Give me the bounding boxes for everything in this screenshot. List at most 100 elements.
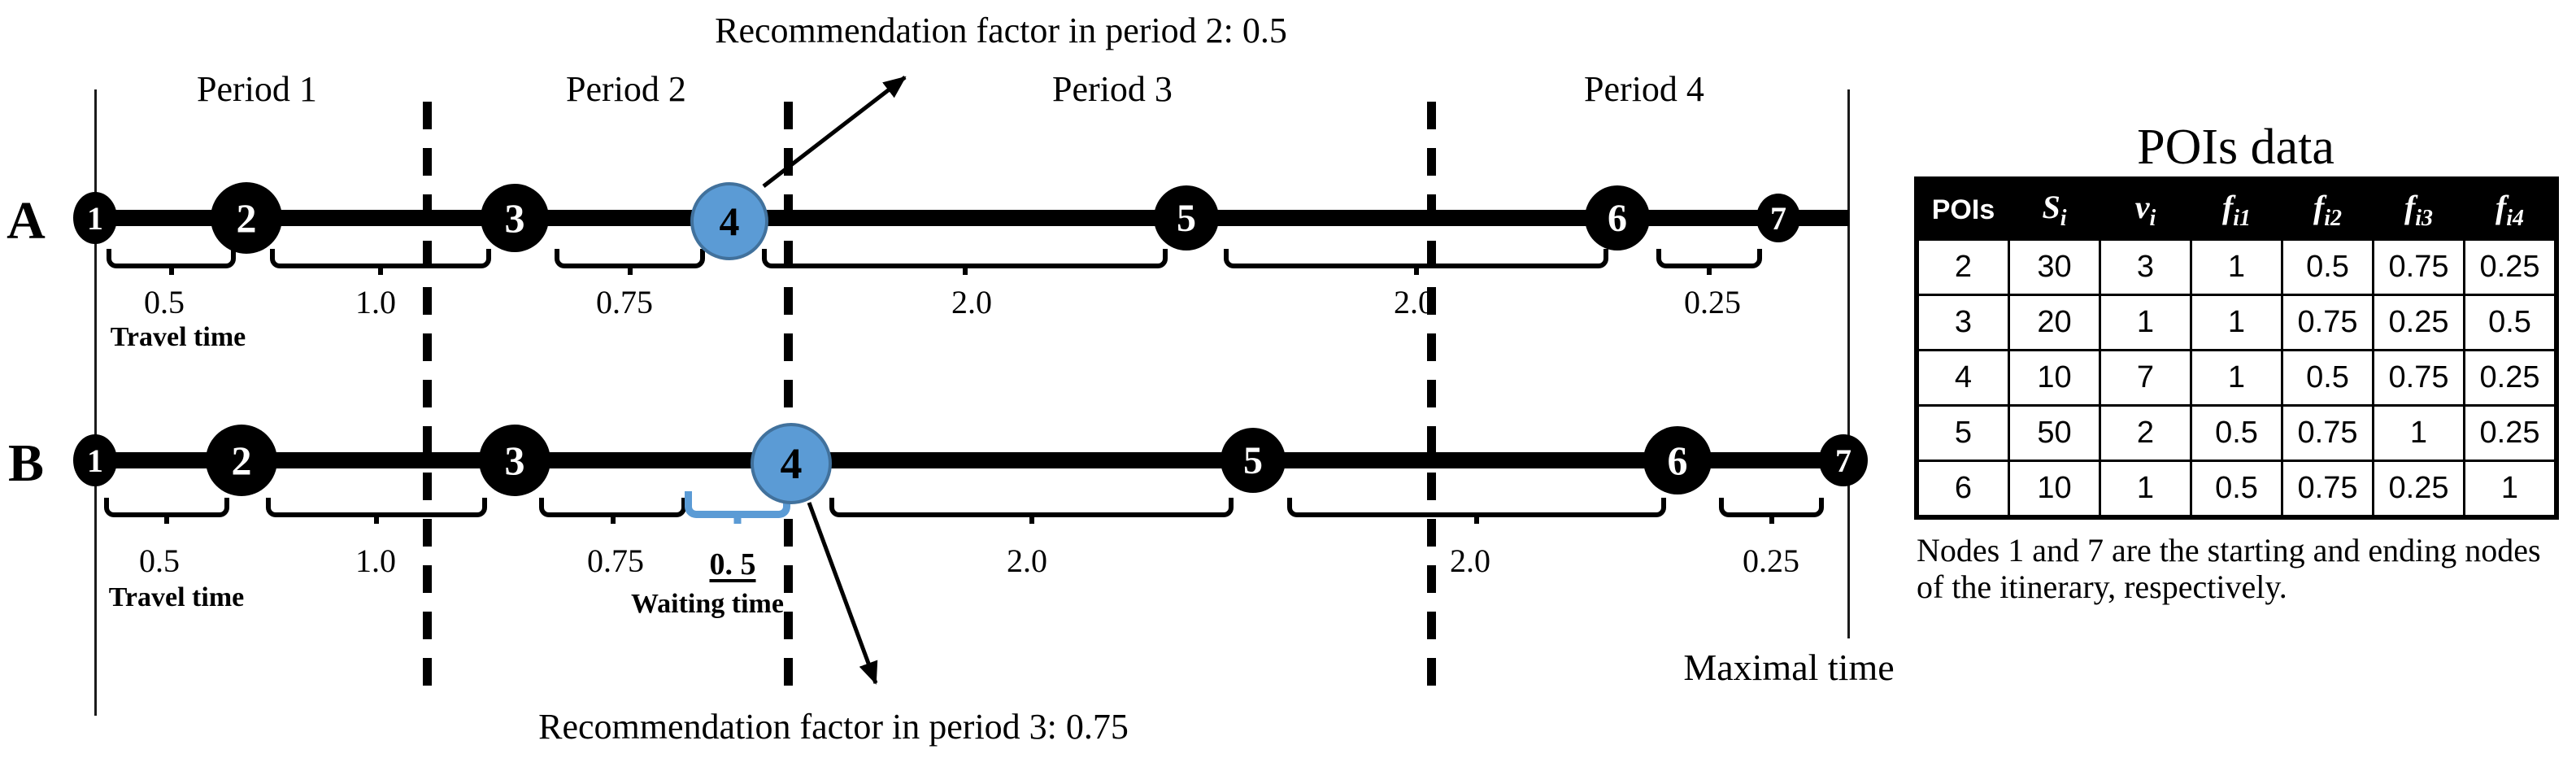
period-2-label: Period 2 — [566, 69, 686, 109]
poi-cell: 6 — [1915, 460, 2010, 519]
poi-row-2: 2 30 3 1 0.5 0.75 0.25 — [1915, 238, 2558, 296]
col-header-fi2: fi2 — [2281, 177, 2374, 241]
interval-brace-a5 — [1224, 249, 1608, 275]
node-b1: 1 — [73, 434, 117, 486]
waiting-time-brace — [685, 491, 790, 524]
poi-row-6: 6 10 1 0.5 0.75 0.25 1 — [1915, 460, 2558, 519]
node-a4-visited-poi: 4 — [690, 182, 768, 260]
interval-brace-b6 — [1719, 498, 1824, 524]
poi-cell: 0.75 — [2372, 349, 2465, 407]
poi-cell: 1 — [2190, 238, 2283, 296]
poi-cell: 2 — [1915, 238, 2010, 296]
node-a3: 3 — [481, 184, 549, 252]
poi-cell: 0.25 — [2463, 349, 2558, 407]
poi-cell: 0.5 — [2281, 238, 2374, 296]
travel-value-a4: 2.0 — [951, 284, 992, 320]
travel-value-b5: 2.0 — [1450, 542, 1490, 579]
poi-cell: 0.5 — [2190, 404, 2283, 462]
pois-data-table: POIs Si vi fi1 fi2 fi3 fi4 2 30 3 1 0.5 0.75 0.25 3 20… — [1914, 176, 2559, 520]
interval-brace-b2 — [266, 498, 487, 524]
travel-value-a5: 2.0 — [1394, 284, 1434, 320]
itinerary-b-label: B — [7, 433, 45, 493]
interval-brace-b5 — [1287, 498, 1666, 524]
interval-brace-a6 — [1656, 249, 1762, 275]
poi-row-4: 4 10 7 1 0.5 0.75 0.25 — [1915, 349, 2558, 407]
node-b7: 7 — [1819, 434, 1868, 486]
interval-brace-b3 — [539, 498, 686, 524]
poi-cell: 10 — [2008, 460, 2101, 519]
poi-cell: 0.25 — [2372, 294, 2465, 351]
travel-time-label-b: Travel time — [108, 582, 245, 612]
col-header-pois: POIs — [1915, 177, 2010, 241]
poi-cell: 50 — [2008, 404, 2101, 462]
poi-cell: 1 — [2099, 294, 2192, 351]
interval-brace-a3 — [555, 249, 705, 275]
travel-value-a2: 1.0 — [355, 284, 396, 320]
recommendation-annotation-period3: Recommendation factor in period 3: 0.75 — [538, 707, 1129, 747]
poi-cell: 3 — [1915, 294, 2010, 351]
poi-cell: 5 — [1915, 404, 2010, 462]
poi-row-3: 3 20 1 1 0.75 0.25 0.5 — [1915, 294, 2558, 351]
poi-cell: 1 — [2463, 460, 2558, 519]
poi-cell: 1 — [2190, 349, 2283, 407]
node-b4-visited-poi: 4 — [751, 423, 832, 504]
node-a1: 1 — [73, 192, 117, 244]
travel-value-b3: 0.75 — [587, 542, 644, 579]
poi-cell: 4 — [1915, 349, 2010, 407]
node-b2: 2 — [206, 425, 277, 496]
pois-table-note: Nodes 1 and 7 are the starting and endin… — [1917, 532, 2575, 605]
col-header-fi3: fi3 — [2372, 177, 2465, 241]
node-b5: 5 — [1221, 428, 1286, 493]
period-1-label: Period 1 — [197, 69, 317, 109]
arrow-to-period3-annotation — [807, 502, 878, 685]
col-header-si: Si — [2008, 177, 2101, 241]
poi-cell: 0.75 — [2372, 238, 2465, 296]
arrow-to-period2-annotation — [762, 76, 907, 188]
poi-cell: 1 — [2190, 294, 2283, 351]
poi-cell: 7 — [2099, 349, 2192, 407]
period-4-label: Period 4 — [1584, 69, 1704, 109]
interval-brace-b4 — [829, 498, 1234, 524]
poi-cell: 3 — [2099, 238, 2192, 296]
node-b6: 6 — [1643, 426, 1712, 494]
poi-cell: 0.75 — [2281, 404, 2374, 462]
poi-cell: 0.25 — [2463, 238, 2558, 296]
travel-value-b6: 0.25 — [1743, 542, 1799, 579]
note-line-1: Nodes 1 and 7 are the starting and endin… — [1917, 532, 2541, 568]
start-time-line — [94, 89, 97, 716]
waiting-time-label: Waiting time — [631, 589, 784, 619]
poi-cell: 20 — [2008, 294, 2101, 351]
interval-brace-a2 — [270, 249, 491, 275]
poi-cell: 2 — [2099, 404, 2192, 462]
maximal-time-line — [1847, 89, 1850, 638]
node-a6: 6 — [1585, 185, 1650, 250]
node-b3: 3 — [479, 425, 550, 496]
node-a2: 2 — [211, 182, 282, 254]
travel-value-a1: 0.5 — [144, 284, 185, 320]
note-line-2: of the itinerary, respectively. — [1917, 568, 2287, 605]
poi-cell: 0.25 — [2372, 460, 2465, 519]
poi-cell: 30 — [2008, 238, 2101, 296]
travel-value-b1: 0.5 — [139, 542, 180, 579]
poi-cell: 0.5 — [2281, 349, 2374, 407]
poi-cell: 0.75 — [2281, 294, 2374, 351]
col-header-fi1: fi1 — [2190, 177, 2283, 241]
waiting-time-value: 0. 5 — [709, 547, 756, 582]
interval-brace-a4 — [762, 249, 1168, 275]
travel-value-a3: 0.75 — [596, 284, 653, 320]
interval-brace-a1 — [107, 249, 236, 275]
travel-value-a6: 0.25 — [1684, 284, 1741, 320]
travel-value-b2: 1.0 — [355, 542, 396, 579]
poi-cell: 1 — [2099, 460, 2192, 519]
poi-cell: 0.75 — [2281, 460, 2374, 519]
itinerary-a-label: A — [7, 191, 46, 250]
recommendation-annotation-period2: Recommendation factor in period 2: 0.5 — [715, 11, 1287, 50]
maximal-time-label: Maximal time — [1683, 647, 1895, 688]
poi-cell: 0.5 — [2190, 460, 2283, 519]
period-separator-2 — [784, 102, 793, 701]
period-separator-1 — [423, 102, 432, 701]
poi-cell: 0.25 — [2463, 404, 2558, 462]
poi-cell: 1 — [2372, 404, 2465, 462]
